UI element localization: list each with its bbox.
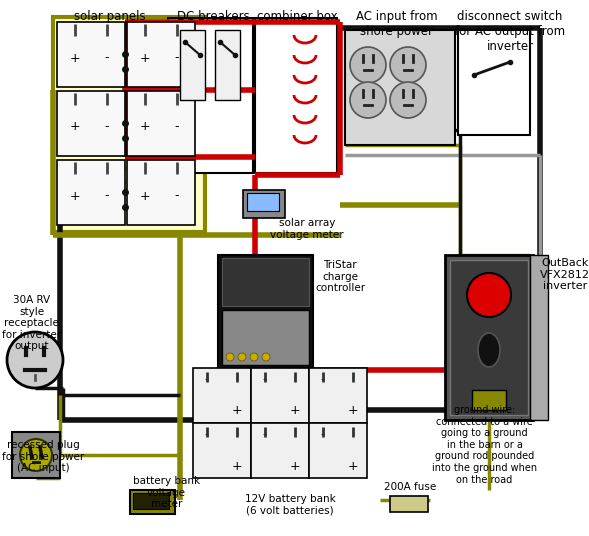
Text: +: + (140, 190, 150, 203)
Circle shape (238, 353, 246, 361)
Bar (530, 255, 548, 420)
Text: -: - (175, 121, 179, 133)
Bar (251, 423, 309, 478)
Text: DC breakers: DC breakers (177, 10, 249, 23)
Circle shape (226, 353, 234, 361)
Bar (247, 193, 279, 211)
Text: +: + (348, 459, 358, 473)
Ellipse shape (478, 333, 500, 367)
Text: +: + (290, 405, 300, 418)
Text: +: + (348, 405, 358, 418)
Text: solar array
voltage meter: solar array voltage meter (270, 218, 343, 240)
Text: +: + (140, 121, 150, 133)
Bar (12, 432, 60, 478)
Bar (193, 423, 251, 478)
Text: recessed plug
for shore power
(AC input): recessed plug for shore power (AC input) (2, 440, 84, 473)
Text: 30A RV
style
receptacle
for inverter
output: 30A RV style receptacle for inverter out… (2, 295, 61, 352)
Bar (450, 260, 528, 415)
Text: +: + (231, 459, 242, 473)
Text: -: - (105, 190, 109, 203)
Bar (127, 91, 195, 156)
Text: -: - (263, 428, 267, 442)
Text: +: + (70, 51, 80, 64)
Circle shape (390, 47, 426, 83)
Text: solar panels: solar panels (74, 10, 146, 23)
Text: TriStar
charge
controller: TriStar charge controller (315, 260, 365, 293)
Bar (57, 91, 125, 156)
Text: +: + (70, 190, 80, 203)
Text: 200A fuse: 200A fuse (384, 482, 436, 492)
Text: +: + (231, 405, 242, 418)
Text: +: + (290, 459, 300, 473)
Text: +: + (70, 121, 80, 133)
Bar (309, 423, 367, 478)
Bar (472, 390, 506, 410)
Text: +: + (140, 51, 150, 64)
Text: combiner box: combiner box (257, 10, 337, 23)
Bar (222, 310, 309, 365)
Bar (127, 160, 195, 225)
Bar (445, 255, 533, 420)
Text: -: - (175, 51, 179, 64)
Text: AC input from
shore power: AC input from shore power (356, 10, 438, 38)
Text: -: - (175, 190, 179, 203)
Text: -: - (321, 374, 325, 386)
Bar (57, 22, 125, 87)
Circle shape (350, 47, 386, 83)
Text: 12V battery bank
(6 volt batteries): 12V battery bank (6 volt batteries) (244, 494, 335, 516)
Text: OutBack
VFX2812
inverter: OutBack VFX2812 inverter (540, 258, 589, 291)
Bar (215, 30, 240, 100)
Circle shape (250, 353, 258, 361)
Circle shape (390, 82, 426, 118)
Bar (345, 30, 455, 145)
Text: battery bank
voltage
meter: battery bank voltage meter (133, 476, 200, 509)
Bar (243, 190, 285, 218)
Circle shape (20, 439, 52, 471)
Bar (390, 496, 428, 512)
Text: -: - (263, 374, 267, 386)
Circle shape (467, 273, 511, 317)
Bar (180, 30, 205, 100)
Bar (168, 18, 253, 173)
Bar (133, 493, 169, 509)
Text: -: - (321, 428, 325, 442)
Text: -: - (205, 428, 209, 442)
Circle shape (350, 82, 386, 118)
Bar (193, 368, 251, 423)
Bar (255, 18, 337, 173)
Text: disconnect switch
for AC output from
inverter: disconnect switch for AC output from inv… (455, 10, 565, 53)
Bar (53, 17, 205, 232)
Bar (127, 22, 195, 87)
Circle shape (7, 332, 63, 388)
Text: -: - (105, 121, 109, 133)
Bar (458, 30, 530, 135)
Text: -: - (205, 374, 209, 386)
Text: -: - (105, 51, 109, 64)
Bar (309, 368, 367, 423)
Bar (222, 258, 309, 306)
Circle shape (262, 353, 270, 361)
Bar (218, 255, 313, 380)
Bar (130, 490, 175, 514)
Text: ground wire:
connected to a wire
going to a ground
in the barn or a
ground rod p: ground wire: connected to a wire going t… (432, 405, 537, 485)
Bar (57, 160, 125, 225)
Bar (251, 368, 309, 423)
